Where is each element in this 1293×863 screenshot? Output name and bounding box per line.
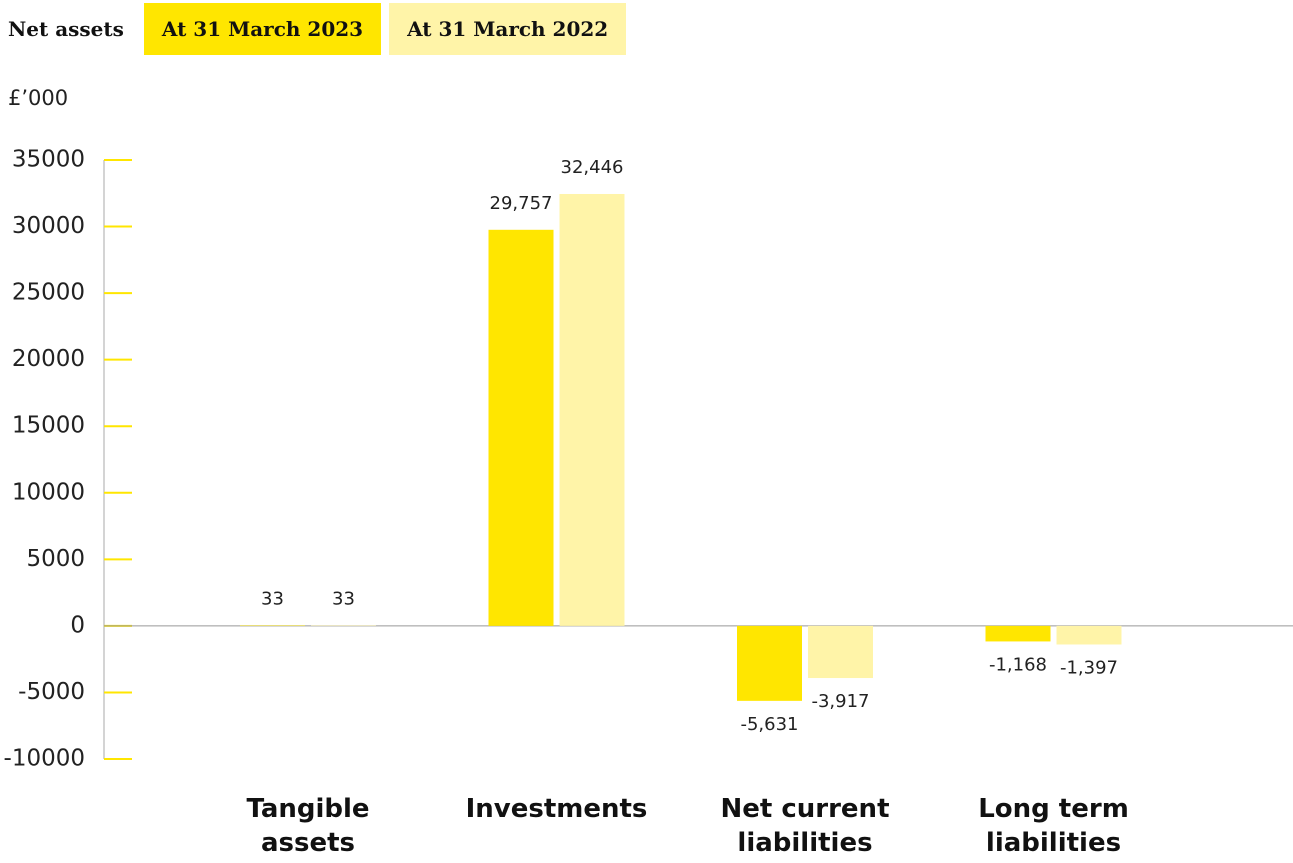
bar <box>808 625 873 679</box>
y-tick-label: 15000 <box>12 413 85 439</box>
value-label: 33 <box>332 588 355 609</box>
value-label: -5,631 <box>740 714 798 735</box>
y-tick-label: 30000 <box>12 213 85 239</box>
value-label: -3,917 <box>811 691 869 712</box>
x-tick-label: Tangible assets <box>246 794 370 858</box>
value-label: 32,446 <box>561 157 624 178</box>
chart-title: Net assets <box>8 17 124 41</box>
y-tick-label: 35000 <box>12 147 85 173</box>
y-tick-label: 10000 <box>12 479 85 505</box>
y-tick-label: -10000 <box>4 746 85 772</box>
x-tick-label: Investments <box>465 794 648 824</box>
bar <box>985 625 1051 642</box>
x-tick-label: Net current liabilities <box>720 794 890 858</box>
value-label: 33 <box>261 588 284 609</box>
y-tick-label: -5000 <box>18 679 85 705</box>
legend-item: At 31 March 2022 <box>389 3 627 55</box>
x-tick-label: Long term liabilities <box>978 794 1129 858</box>
bar <box>737 625 802 701</box>
y-tick-label: 20000 <box>12 346 85 372</box>
bar <box>1056 625 1122 645</box>
y-tick-label: 5000 <box>26 546 85 572</box>
value-label: 29,757 <box>490 193 553 214</box>
legend-item: At 31 March 2023 <box>143 3 382 55</box>
bar <box>559 193 625 626</box>
y-tick-label: 0 <box>70 612 85 638</box>
bar <box>488 229 554 626</box>
value-label: -1,168 <box>989 654 1047 675</box>
value-label: -1,397 <box>1060 657 1118 678</box>
legend: Net assets At 31 March 2023 At 31 March 2… <box>8 3 634 55</box>
y-axis-label: £’000 <box>8 86 69 110</box>
y-tick-label: 25000 <box>12 280 85 306</box>
